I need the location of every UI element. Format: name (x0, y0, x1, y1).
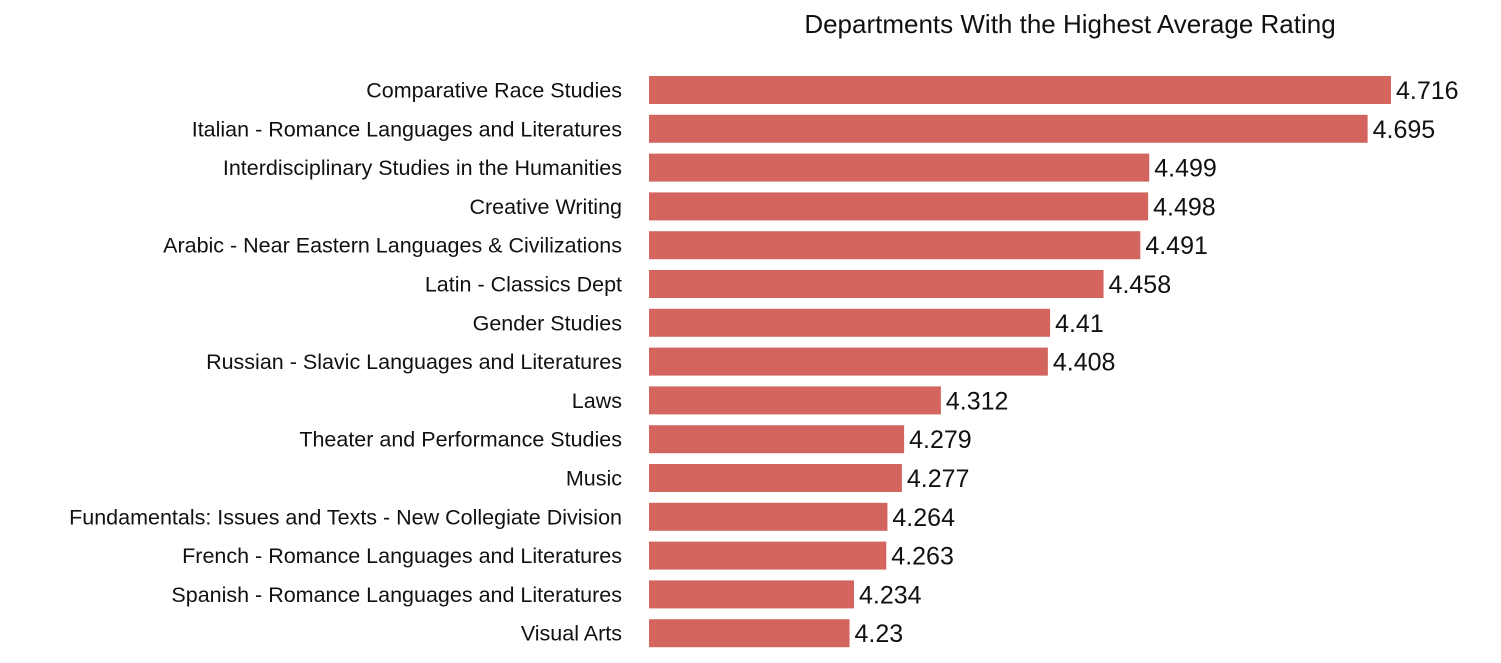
bar-8 (649, 386, 941, 415)
value-label-13: 4.234 (859, 581, 922, 609)
bar-10 (649, 464, 902, 492)
bar-6 (649, 308, 1051, 337)
bar-0 (649, 76, 1391, 104)
value-label-0: 4.716 (1396, 77, 1459, 105)
value-label-3: 4.498 (1153, 193, 1216, 221)
value-label-8: 4.312 (946, 387, 1009, 415)
category-label-14: Visual Arts (521, 622, 622, 646)
category-label-11: Fundamentals: Issues and Texts - New Col… (69, 505, 622, 529)
value-label-2: 4.499 (1154, 155, 1217, 183)
category-label-10: Music (566, 467, 622, 491)
bar-3 (649, 192, 1149, 221)
value-label-11: 4.264 (892, 504, 955, 532)
category-label-8: Laws (572, 389, 622, 413)
category-label-2: Interdisciplinary Studies in the Humanit… (223, 156, 622, 180)
category-label-9: Theater and Performance Studies (299, 428, 622, 452)
value-label-1: 4.695 (1373, 116, 1436, 144)
value-label-14: 4.23 (855, 620, 904, 648)
category-label-3: Creative Writing (469, 195, 622, 219)
bar-2 (649, 153, 1150, 182)
bar-5 (649, 270, 1104, 298)
bar-1 (649, 114, 1368, 143)
value-label-9: 4.279 (909, 426, 972, 454)
chart-title: Departments With the Highest Average Rat… (804, 9, 1335, 39)
category-label-1: Italian - Romance Languages and Literatu… (192, 117, 622, 141)
category-label-0: Comparative Race Studies (366, 79, 622, 103)
bars-group (649, 76, 1391, 648)
value-label-12: 4.263 (891, 543, 954, 571)
bar-9 (649, 425, 905, 454)
bar-7 (649, 347, 1048, 376)
bar-13 (649, 580, 854, 609)
value-label-7: 4.408 (1053, 349, 1116, 377)
category-label-6: Gender Studies (473, 311, 622, 335)
value-label-6: 4.41 (1055, 310, 1104, 338)
category-labels-group: Comparative Race Studies Italian - Romanc… (69, 79, 622, 646)
bar-14 (649, 619, 850, 648)
bar-11 (649, 502, 888, 531)
category-label-12: French - Romance Languages and Literatur… (182, 544, 622, 568)
category-label-7: Russian - Slavic Languages and Literatur… (206, 350, 622, 374)
value-label-4: 4.491 (1145, 232, 1208, 260)
category-label-13: Spanish - Romance Languages and Literatu… (171, 583, 622, 607)
category-label-5: Latin - Classics Dept (425, 273, 622, 297)
category-label-4: Arabic - Near Eastern Languages & Civili… (163, 234, 622, 258)
value-label-5: 4.458 (1109, 271, 1172, 299)
value-label-10: 4.277 (907, 465, 970, 493)
bar-12 (649, 541, 887, 570)
bar-4 (649, 231, 1141, 260)
